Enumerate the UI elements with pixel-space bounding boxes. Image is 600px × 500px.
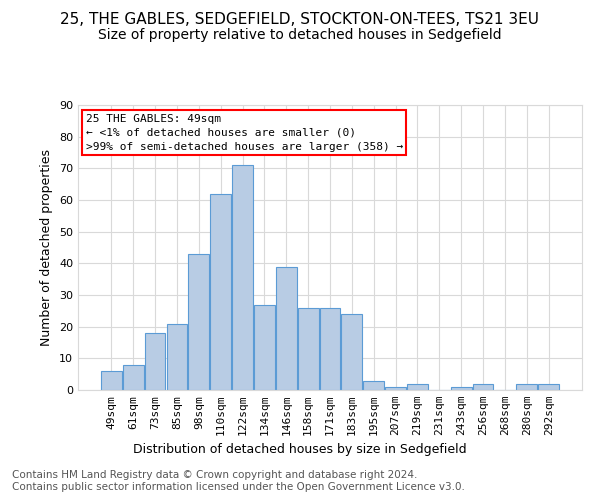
Text: 25 THE GABLES: 49sqm
← <1% of detached houses are smaller (0)
>99% of semi-detac: 25 THE GABLES: 49sqm ← <1% of detached h… — [86, 114, 403, 152]
Bar — [188, 254, 209, 390]
Bar — [320, 308, 340, 390]
Bar — [254, 304, 275, 390]
Bar — [101, 371, 122, 390]
Bar — [385, 387, 406, 390]
Bar — [145, 333, 166, 390]
Y-axis label: Number of detached properties: Number of detached properties — [40, 149, 53, 346]
Bar — [276, 266, 296, 390]
Bar — [123, 364, 143, 390]
Bar — [210, 194, 231, 390]
Bar — [341, 314, 362, 390]
Bar — [407, 384, 428, 390]
Bar — [517, 384, 537, 390]
Text: Size of property relative to detached houses in Sedgefield: Size of property relative to detached ho… — [98, 28, 502, 42]
Text: Distribution of detached houses by size in Sedgefield: Distribution of detached houses by size … — [133, 442, 467, 456]
Bar — [538, 384, 559, 390]
Bar — [232, 165, 253, 390]
Text: 25, THE GABLES, SEDGEFIELD, STOCKTON-ON-TEES, TS21 3EU: 25, THE GABLES, SEDGEFIELD, STOCKTON-ON-… — [61, 12, 539, 28]
Text: Contains HM Land Registry data © Crown copyright and database right 2024.
Contai: Contains HM Land Registry data © Crown c… — [12, 470, 465, 492]
Bar — [451, 387, 472, 390]
Bar — [298, 308, 319, 390]
Bar — [473, 384, 493, 390]
Bar — [167, 324, 187, 390]
Bar — [364, 380, 384, 390]
